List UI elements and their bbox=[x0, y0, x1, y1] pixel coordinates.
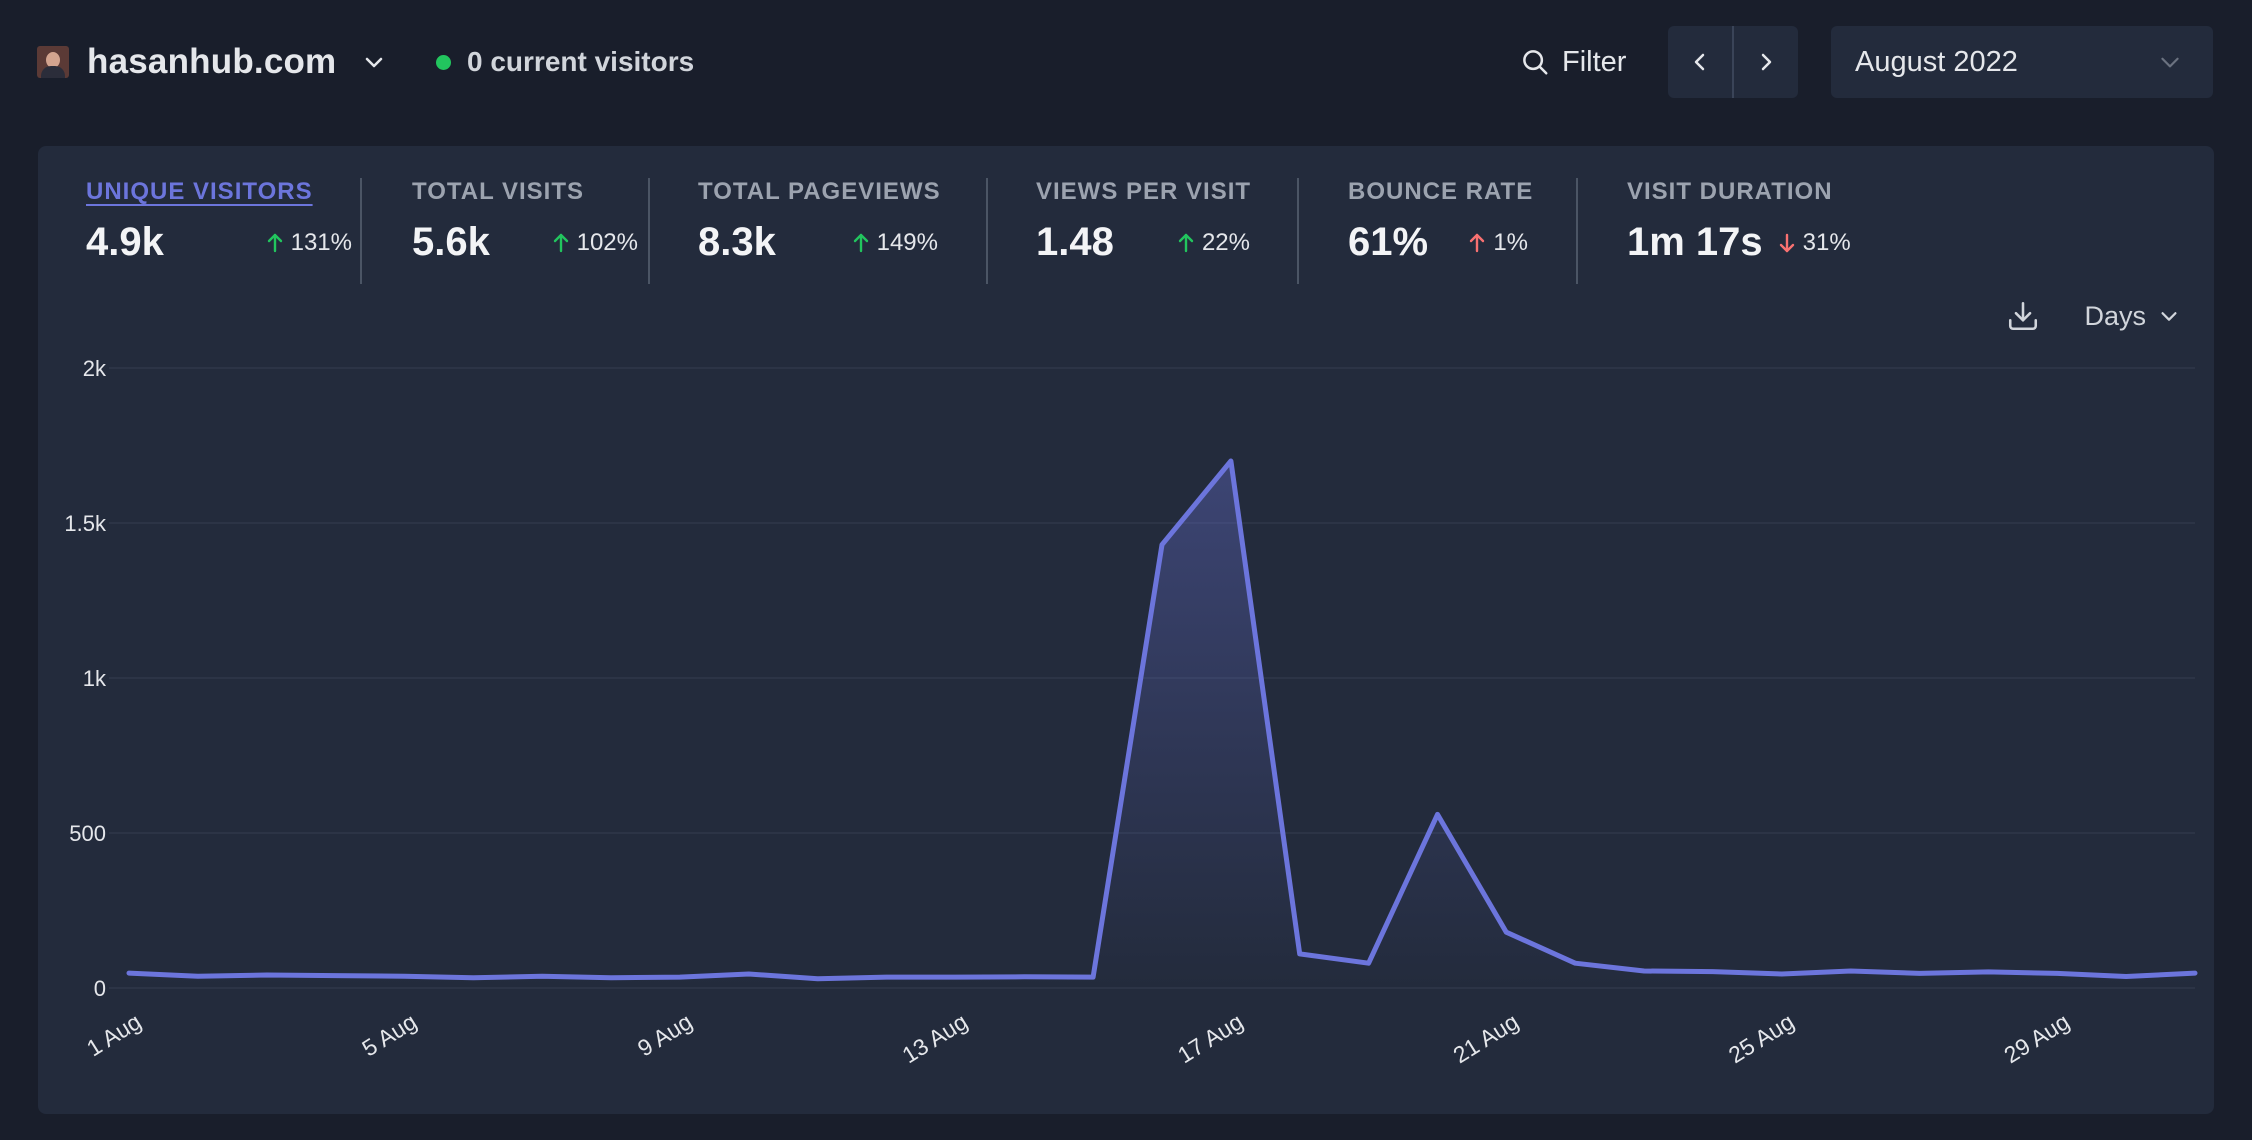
metric-change: 1% bbox=[1467, 229, 1528, 257]
top-stats: UNIQUE VISITORS 4.9k 131% TOTAL VISITS 5… bbox=[38, 146, 2214, 286]
period-navigation bbox=[1668, 26, 1798, 98]
search-icon bbox=[1523, 50, 1548, 75]
x-tick-label: 13 Aug bbox=[898, 1008, 973, 1068]
metric-label: TOTAL PAGEVIEWS bbox=[698, 178, 941, 205]
metric-change: 149% bbox=[851, 229, 938, 257]
metric-label: TOTAL VISITS bbox=[412, 178, 585, 205]
next-period-button[interactable] bbox=[1734, 26, 1798, 98]
realtime-dot-icon bbox=[436, 54, 451, 70]
metric-total-pageviews[interactable]: TOTAL PAGEVIEWS 8.3k 149% bbox=[698, 178, 941, 286]
site-name[interactable]: hasanhub.com bbox=[87, 42, 337, 81]
metric-bounce-rate[interactable]: BOUNCE RATE 61% 1% bbox=[1348, 178, 1534, 286]
metric-value: 1m 17s bbox=[1627, 220, 1763, 264]
series-line bbox=[126, 458, 2198, 982]
arrow-up-icon bbox=[853, 233, 868, 252]
metric-change-value: 22% bbox=[1201, 228, 1250, 256]
arrow-up-icon bbox=[1470, 233, 1485, 252]
metric-change-value: 1% bbox=[1493, 228, 1528, 256]
metric-change-value: 149% bbox=[876, 228, 938, 256]
metric-change: 102% bbox=[551, 229, 638, 257]
metric-change: 22% bbox=[1176, 229, 1250, 257]
metric-divider bbox=[1576, 178, 1578, 284]
x-tick-label: 25 Aug bbox=[1724, 1008, 1799, 1068]
arrow-up-icon bbox=[553, 233, 568, 252]
site-favicon bbox=[37, 46, 69, 78]
y-tick-label: 2k bbox=[83, 356, 107, 381]
x-tick-label: 9 Aug bbox=[633, 1008, 697, 1061]
metric-change-value: 102% bbox=[576, 228, 638, 256]
metric-divider bbox=[648, 178, 650, 284]
chevron-right-icon bbox=[1761, 53, 1772, 71]
x-tick-label: 17 Aug bbox=[1173, 1008, 1248, 1068]
chevron-down-icon[interactable] bbox=[362, 50, 386, 74]
x-tick-label: 21 Aug bbox=[1448, 1008, 1523, 1068]
site-switcher[interactable]: hasanhub.com bbox=[37, 34, 386, 90]
chevron-left-icon bbox=[1694, 53, 1705, 71]
metric-label: BOUNCE RATE bbox=[1348, 178, 1534, 205]
y-tick-label: 1k bbox=[83, 666, 107, 691]
metric-change-value: 31% bbox=[1802, 228, 1851, 256]
y-tick-label: 0 bbox=[94, 976, 106, 1001]
previous-period-button[interactable] bbox=[1668, 26, 1732, 98]
x-tick-label: 29 Aug bbox=[1999, 1008, 2074, 1068]
favicon-face bbox=[46, 52, 60, 68]
metric-total-visits[interactable]: TOTAL VISITS 5.6k 102% bbox=[412, 178, 638, 286]
arrow-up-icon bbox=[1178, 233, 1194, 252]
y-tick-label: 500 bbox=[69, 821, 106, 846]
y-tick-label: 1.5k bbox=[64, 511, 107, 536]
metric-change: 131% bbox=[265, 229, 352, 257]
metric-divider bbox=[1297, 178, 1299, 284]
filter-label: Filter bbox=[1562, 45, 1627, 78]
current-visitors-label: 0 current visitors bbox=[467, 46, 695, 77]
chart-controls: Days bbox=[2006, 296, 2180, 336]
metric-value: 5.6k bbox=[412, 220, 490, 264]
metric-unique-visitors[interactable]: UNIQUE VISITORS 4.9k 131% bbox=[86, 178, 352, 286]
period-select[interactable]: August 2022 bbox=[1831, 26, 2213, 98]
metric-divider bbox=[360, 178, 362, 284]
metric-value: 8.3k bbox=[698, 220, 776, 264]
x-tick-label: 1 Aug bbox=[82, 1008, 146, 1061]
metric-value: 1.48 bbox=[1036, 220, 1114, 264]
top-bar: hasanhub.com 0 current visitors Filter A… bbox=[0, 0, 2252, 125]
arrow-up-icon bbox=[267, 233, 282, 252]
metric-visit-duration[interactable]: VISIT DURATION 1m 17s 31% bbox=[1627, 178, 1853, 286]
favicon-body bbox=[41, 66, 65, 78]
metric-change: 31% bbox=[1777, 229, 1851, 257]
download-icon[interactable] bbox=[2006, 299, 2040, 333]
filter-button[interactable]: Filter bbox=[1520, 38, 1626, 86]
metric-divider bbox=[986, 178, 988, 284]
y-axis-labels: 0 500 1k 1.5k 2k bbox=[64, 356, 107, 1001]
metric-label: VISIT DURATION bbox=[1627, 178, 1833, 205]
stats-card: UNIQUE VISITORS 4.9k 131% TOTAL VISITS 5… bbox=[38, 146, 2214, 1114]
current-visitors[interactable]: 0 current visitors bbox=[436, 44, 694, 80]
visitors-chart[interactable]: 0 500 1k 1.5k 2k 1 Aug 5 Aug 9 Aug 13 Aug 17 Aug… bbox=[38, 146, 2214, 1114]
interval-select[interactable]: Days bbox=[2084, 301, 2180, 332]
chevron-down-icon bbox=[2161, 57, 2179, 68]
interval-label: Days bbox=[2084, 300, 2146, 331]
metric-label: UNIQUE VISITORS bbox=[86, 178, 313, 205]
x-tick-label: 5 Aug bbox=[357, 1008, 421, 1061]
metric-views-per-visit[interactable]: VIEWS PER VISIT 1.48 22% bbox=[1036, 178, 1250, 286]
metric-value: 61% bbox=[1348, 220, 1429, 264]
nav-divider bbox=[1732, 26, 1734, 98]
chevron-down-icon bbox=[2161, 312, 2177, 321]
arrow-down-icon bbox=[1779, 233, 1794, 252]
x-axis-labels: 1 Aug 5 Aug 9 Aug 13 Aug 17 Aug 21 Aug 25 Aug 2… bbox=[82, 1008, 2074, 1068]
period-label: August 2022 bbox=[1855, 45, 2018, 78]
metric-change-value: 131% bbox=[290, 228, 352, 256]
series-area bbox=[129, 461, 2195, 988]
metric-label: VIEWS PER VISIT bbox=[1036, 178, 1252, 205]
metric-value: 4.9k bbox=[86, 220, 164, 264]
